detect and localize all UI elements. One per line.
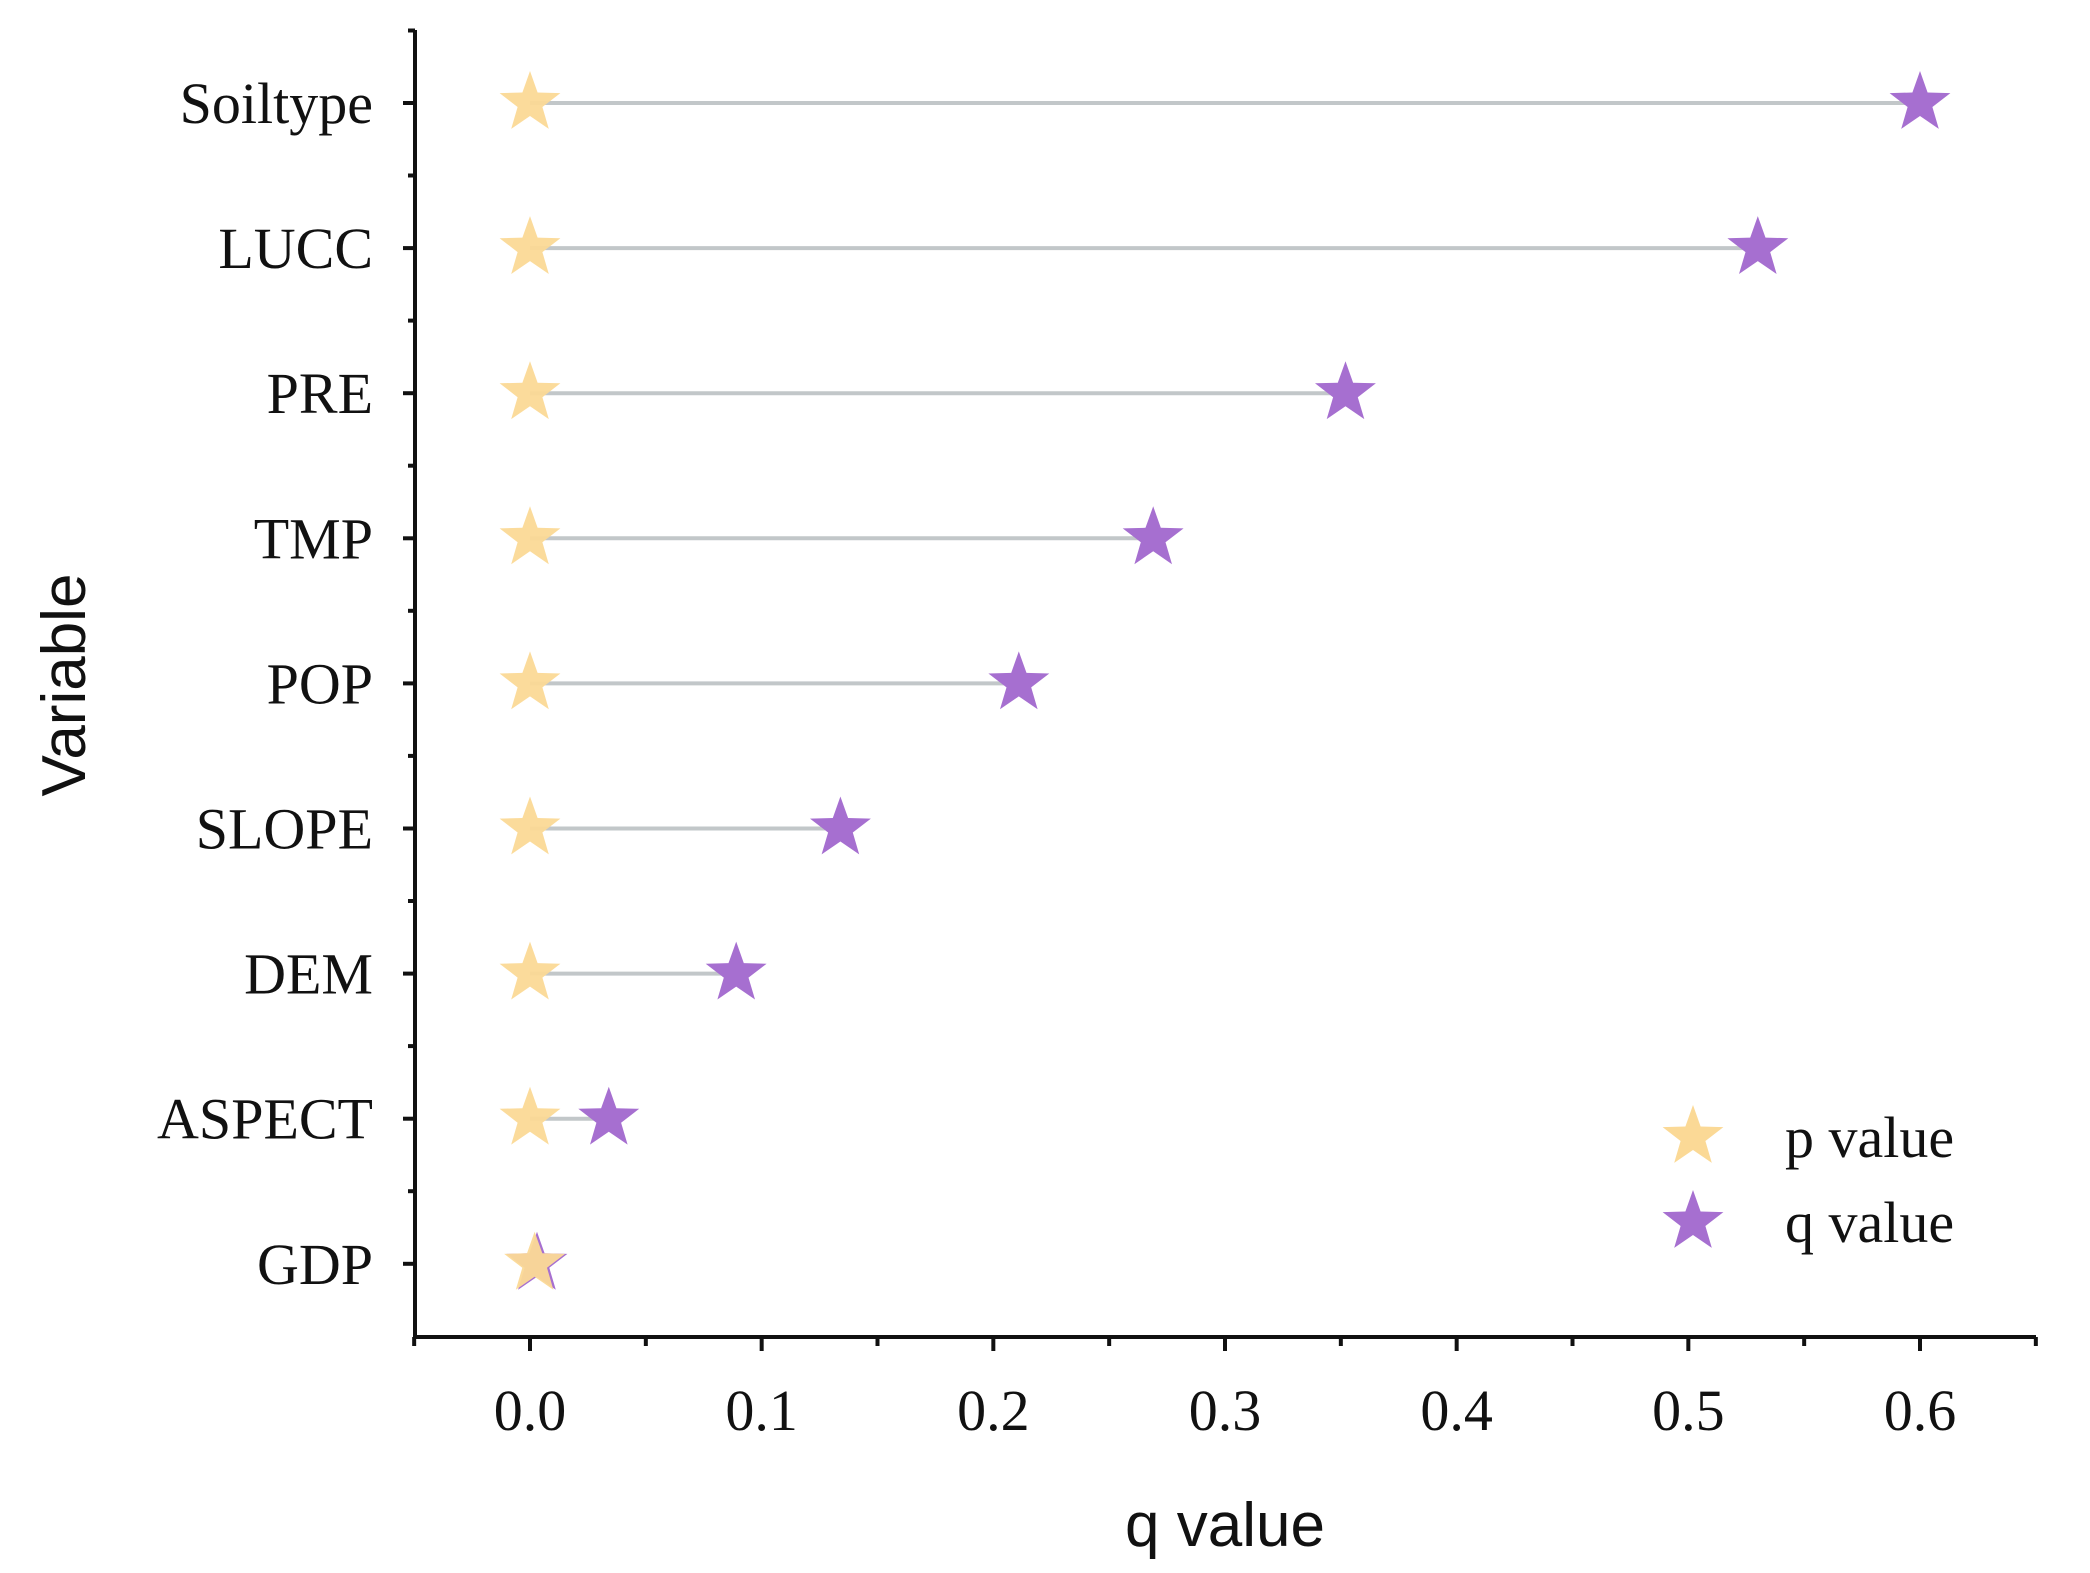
p-value-marker <box>499 216 561 274</box>
legend-label: p value <box>1785 1105 1954 1170</box>
y-tick-label: DEM <box>244 942 373 1007</box>
legend-star-icon <box>1662 1105 1724 1163</box>
p-value-marker <box>504 1231 566 1290</box>
legend-item: p value <box>1662 1105 1954 1170</box>
q-value-marker <box>578 1086 640 1145</box>
p-value-marker <box>499 1086 561 1145</box>
y-tick-label: LUCC <box>218 216 373 281</box>
x-tick-label: 0.4 <box>1420 1378 1493 1443</box>
q-value-marker <box>1315 361 1376 420</box>
y-tick-label: Soiltype <box>180 71 373 136</box>
y-tick-label: TMP <box>254 506 373 571</box>
q-value-marker <box>988 651 1050 710</box>
q-value-marker <box>810 796 871 855</box>
q-value-marker <box>1727 216 1789 274</box>
p-value-marker <box>499 361 561 420</box>
y-tick-label: PRE <box>267 361 373 426</box>
y-tick-label: ASPECT <box>157 1087 373 1152</box>
y-tick-label: POP <box>267 651 373 716</box>
x-tick-label: 0.0 <box>494 1378 567 1443</box>
y-ticks-layer: Soiltype LUCC PRE TMP POP SLOPE DEM ASPECT GDP <box>157 28 415 1297</box>
x-tick-label: 0.5 <box>1652 1378 1725 1443</box>
x-tick-label: 0.3 <box>1189 1378 1262 1443</box>
y-axis-title: Variable <box>30 574 99 797</box>
p-value-marker <box>499 796 561 855</box>
x-ticks-layer: 0.0 0.1 0.2 0.3 0.4 0.5 0.6 <box>412 1337 2038 1443</box>
p-value-marker <box>499 941 561 1000</box>
markers-layer <box>499 71 1951 1290</box>
y-tick-label: SLOPE <box>196 797 373 862</box>
legend-label: q value <box>1785 1190 1954 1255</box>
x-tick-label: 0.2 <box>957 1378 1030 1443</box>
x-tick-label: 0.1 <box>725 1378 798 1443</box>
q-value-marker <box>1889 71 1951 129</box>
q-value-marker <box>1122 506 1184 565</box>
x-tick-label: 0.6 <box>1884 1378 1957 1443</box>
p-value-marker <box>499 71 561 129</box>
p-value-marker <box>499 651 561 710</box>
p-value-marker <box>499 506 561 565</box>
q-value-marker <box>705 941 767 1000</box>
legend-item: q value <box>1662 1190 1954 1255</box>
y-tick-label: GDP <box>257 1232 373 1297</box>
legend-star-icon <box>1662 1190 1724 1248</box>
legend: p value q value <box>1662 1105 1954 1255</box>
x-axis-title: q value <box>1125 1491 1325 1560</box>
